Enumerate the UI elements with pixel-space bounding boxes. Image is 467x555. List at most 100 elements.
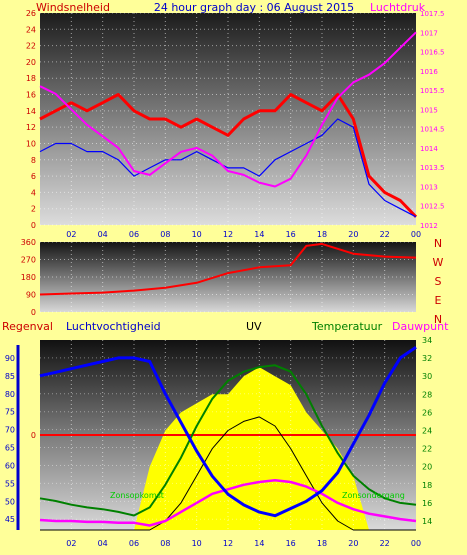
temperature-tick-label: 34 bbox=[422, 336, 432, 345]
time-tick-label: 04 bbox=[98, 230, 108, 239]
pressure-tick-label: 1015.5 bbox=[420, 87, 445, 95]
temperature-tick-label: 16 bbox=[422, 499, 432, 508]
wind-direction-line bbox=[39, 242, 417, 296]
wind-tick-label: 16 bbox=[26, 91, 36, 100]
time-tick-label: 00 bbox=[411, 539, 421, 548]
pressure-tick-label: 1017.5 bbox=[420, 10, 445, 18]
rain-label: Regenval bbox=[2, 320, 53, 333]
compass-label: E bbox=[435, 294, 442, 307]
wind-tick-label: 4 bbox=[31, 188, 36, 197]
time-tick-label: 12 bbox=[223, 230, 233, 239]
pressure-label: Luchtdruk bbox=[370, 1, 426, 14]
wind-tick-label: 0 bbox=[31, 221, 36, 230]
pressure-tick-label: 1016.5 bbox=[420, 49, 445, 57]
time-tick-label: 16 bbox=[286, 230, 296, 239]
wind-average-line bbox=[39, 118, 417, 218]
time-tick-label: 18 bbox=[317, 230, 327, 239]
direction-panel-grid bbox=[40, 241, 416, 313]
humidity-tick-label: 55 bbox=[5, 479, 15, 488]
time-tick-label: 18 bbox=[317, 539, 327, 548]
time-tick-label: 22 bbox=[380, 230, 390, 239]
time-tick-label: 14 bbox=[254, 539, 264, 548]
humidity-tick-label: 80 bbox=[5, 390, 15, 399]
wind-tick-label: 8 bbox=[31, 156, 36, 165]
temperature-tick-label: 26 bbox=[422, 408, 432, 417]
time-tick-label: 04 bbox=[98, 539, 108, 548]
time-tick-label: 08 bbox=[160, 230, 170, 239]
direction-series bbox=[39, 242, 417, 296]
humidity-tick-label: 75 bbox=[5, 408, 15, 417]
humidity-line bbox=[39, 345, 417, 518]
temperature-label: Temperatuur bbox=[311, 320, 383, 333]
compass-label: S bbox=[435, 275, 442, 288]
direction-tick-label: 270 bbox=[21, 256, 36, 265]
wind-tick-label: 12 bbox=[26, 123, 36, 132]
pressure-tick-label: 1016 bbox=[420, 68, 438, 76]
sunrise-label: Zonsopkomst bbox=[110, 491, 164, 500]
wind-time-axis: 02 04 06 08 10 12 14 16 18 20 22 00 bbox=[66, 230, 421, 239]
dewpoint-label: Dauwpunt bbox=[392, 320, 449, 333]
pressure-line bbox=[39, 31, 417, 188]
wind-series bbox=[39, 31, 418, 218]
humidity-tick-label: 50 bbox=[5, 497, 15, 506]
uv-label: UV bbox=[246, 320, 262, 333]
time-tick-label: 06 bbox=[129, 539, 139, 548]
humidity-tick-label: 70 bbox=[5, 426, 15, 435]
direction-tick-label: 90 bbox=[26, 291, 36, 300]
chart-title: 24 hour graph day : 06 August 2015 bbox=[154, 1, 354, 14]
time-tick-label: 20 bbox=[348, 230, 358, 239]
wind-speed-label: Windsnelheid bbox=[36, 1, 110, 14]
pressure-tick-label: 1014.5 bbox=[420, 126, 445, 134]
direction-axis: 360 270 180 90 0 bbox=[21, 238, 36, 317]
wind-tick-label: 22 bbox=[26, 42, 36, 51]
wind-tick-label: 26 bbox=[26, 9, 36, 18]
wind-speed-line bbox=[39, 93, 418, 218]
direction-tick-label: 180 bbox=[21, 273, 36, 282]
time-tick-label: 02 bbox=[66, 230, 76, 239]
temperature-axis: 34 32 30 28 26 24 22 20 18 16 14 bbox=[422, 336, 432, 526]
compass-label: N bbox=[434, 237, 442, 250]
temperature-line bbox=[39, 364, 417, 517]
time-tick-label: 00 bbox=[411, 230, 421, 239]
temperature-tick-label: 22 bbox=[422, 445, 432, 454]
humidity-tick-label: 65 bbox=[5, 444, 15, 453]
time-tick-label: 02 bbox=[66, 539, 76, 548]
climate-series bbox=[39, 345, 417, 531]
wind-tick-label: 18 bbox=[26, 74, 36, 83]
temperature-tick-label: 20 bbox=[422, 463, 432, 472]
pressure-tick-label: 1013.5 bbox=[420, 164, 445, 172]
temperature-tick-label: 30 bbox=[422, 372, 432, 381]
temperature-tick-label: 28 bbox=[422, 390, 432, 399]
direction-tick-label: 0 bbox=[31, 308, 36, 317]
time-tick-label: 10 bbox=[192, 230, 202, 239]
rain-tick-label: 0 bbox=[31, 431, 36, 440]
solar-line bbox=[40, 416, 416, 531]
pressure-tick-label: 1017 bbox=[420, 29, 438, 37]
pressure-tick-label: 1012.5 bbox=[420, 203, 445, 211]
wind-tick-label: 20 bbox=[26, 58, 36, 67]
pressure-tick-label: 1015 bbox=[420, 106, 438, 114]
humidity-tick-label: 60 bbox=[5, 461, 15, 470]
pressure-tick-label: 1012 bbox=[420, 222, 438, 230]
compass-label: N bbox=[434, 313, 442, 326]
wind-tick-label: 2 bbox=[31, 205, 36, 214]
temperature-tick-label: 24 bbox=[422, 426, 432, 435]
time-tick-label: 20 bbox=[348, 539, 358, 548]
humidity-axis: 90 85 80 75 70 65 60 55 50 45 0 bbox=[5, 345, 36, 530]
time-tick-label: 06 bbox=[129, 230, 139, 239]
humidity-tick-label: 90 bbox=[5, 354, 15, 363]
temperature-tick-label: 18 bbox=[422, 481, 432, 490]
time-tick-label: 14 bbox=[254, 230, 264, 239]
climate-time-axis: 02 04 06 08 10 12 14 16 18 20 22 00 bbox=[66, 539, 421, 548]
pressure-tick-label: 1014 bbox=[420, 145, 438, 153]
direction-tick-label: 360 bbox=[21, 238, 36, 247]
sunset-label: Zonsondergang bbox=[342, 491, 405, 500]
dewpoint-line bbox=[39, 478, 417, 527]
temperature-tick-label: 32 bbox=[422, 354, 432, 363]
humidity-tick-label: 45 bbox=[5, 515, 15, 524]
time-tick-label: 10 bbox=[192, 539, 202, 548]
humidity-tick-label: 85 bbox=[5, 372, 15, 381]
time-tick-label: 12 bbox=[223, 539, 233, 548]
